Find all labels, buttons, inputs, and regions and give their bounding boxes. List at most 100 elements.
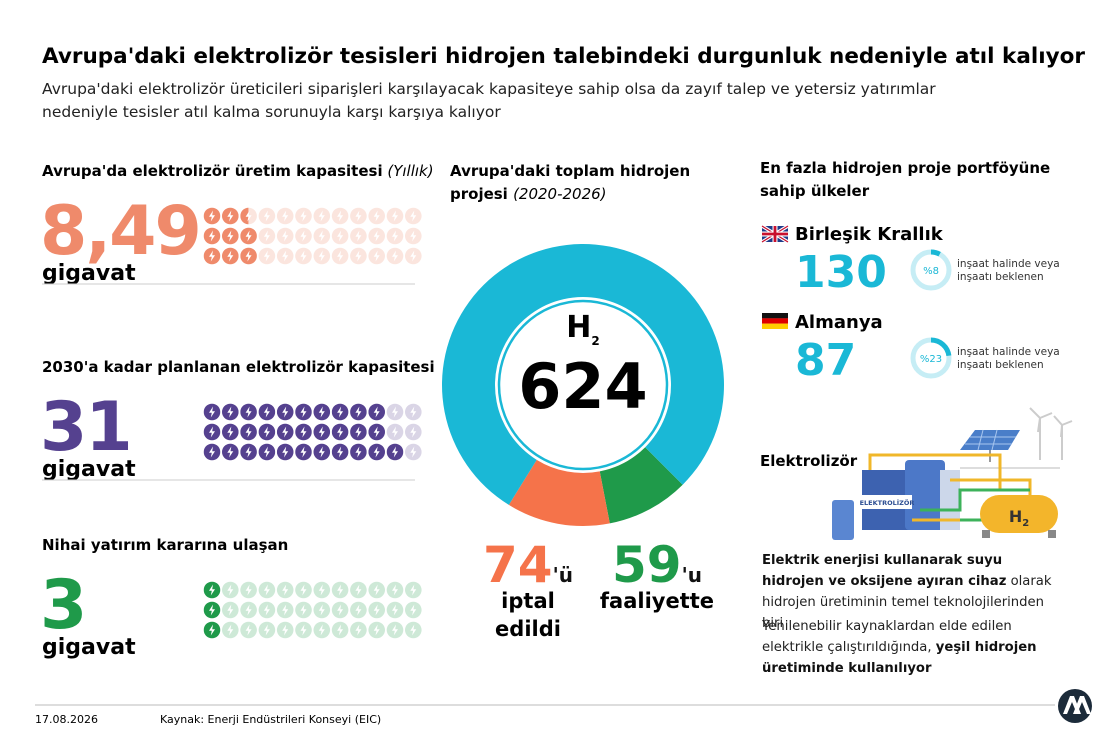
icon-bolt: [245, 230, 252, 242]
icon-bolt: [227, 250, 234, 262]
cancelled-value: 74'ü: [483, 536, 573, 594]
icon-bolt: [300, 624, 307, 636]
icon-bolt: [300, 604, 307, 616]
h2-subscript: 2: [1022, 518, 1029, 529]
icon-bolt: [373, 230, 380, 242]
icon-bolt: [337, 250, 344, 262]
icon-bolt: [355, 584, 362, 596]
donut-rest: [442, 243, 724, 505]
icon-bolt: [410, 406, 417, 418]
icon-bolt: [410, 210, 417, 222]
icon-bolt: [392, 250, 398, 262]
share-note: inşaatı beklenen: [957, 359, 1044, 371]
uk-flag: [761, 224, 789, 244]
tank-label: ELEKTROLİZÖR: [860, 498, 915, 507]
icon-bolt: [300, 584, 307, 596]
icon-bolt: [263, 584, 270, 596]
cancelled-label: edildi: [495, 617, 561, 641]
icon-bolt: [209, 584, 215, 596]
icon-bolt: [263, 230, 270, 242]
icon-bolt: [373, 604, 380, 616]
paragraph-part: yeşil hidrojen üretiminde kullanılıyor: [762, 640, 1037, 676]
icon-bolt: [318, 604, 325, 616]
icon-bolt: [373, 624, 380, 636]
germany-flag: [762, 313, 788, 329]
big-value: 8,49: [40, 192, 200, 271]
h-sub: 2: [591, 334, 599, 348]
icon-fill: [240, 207, 249, 225]
projects-title: projesi (2020-2026): [450, 185, 607, 203]
icon-bolt: [209, 624, 215, 636]
icon-bolt: [337, 604, 344, 616]
icon-bolt: [318, 230, 325, 242]
icon-bolt: [355, 210, 362, 222]
icon-bolt: [209, 426, 215, 438]
h2: H2: [566, 310, 599, 348]
countries-title: En fazla hidrojen proje portföyüne: [760, 159, 1050, 177]
icon-bolt: [318, 624, 325, 636]
country-projects: 87: [795, 335, 856, 386]
icon-bolt: [392, 210, 398, 222]
icon-bolt: [392, 446, 398, 458]
icon-bolt: [209, 210, 215, 222]
donut-active: [599, 447, 683, 524]
icon-bolt: [209, 446, 215, 458]
active-value: 59'u: [612, 536, 702, 594]
icon-bolt: [392, 624, 398, 636]
icon-bolt: [245, 446, 252, 458]
icon-bolt: [392, 230, 398, 242]
section-label: Nihai yatırım kararına ulaşan: [42, 536, 288, 554]
label-text: Avrupa'da elektrolizör üretim kapasitesi: [42, 162, 383, 180]
icon-bolt: [300, 230, 307, 242]
icon-bolt: [300, 446, 307, 458]
total: 624: [518, 350, 647, 423]
icon-bolt: [227, 446, 234, 458]
icon-bolt: [392, 426, 398, 438]
icon-bolt: [245, 426, 252, 438]
icon-bolt: [209, 604, 215, 616]
icon-bolt: [337, 210, 344, 222]
paragraph: Elektrik enerjisi kullanarak suyu hidroj…: [762, 550, 1062, 634]
icon-bolt: [318, 426, 325, 438]
countries-title: sahip ülkeler: [760, 182, 870, 200]
icon-bolt: [263, 446, 270, 458]
period: (2020-2026): [513, 185, 606, 203]
icon-bolt: [337, 406, 344, 418]
icon-bolt: [263, 604, 270, 616]
title: Avrupa'daki elektrolizör tesisleri hidro…: [42, 44, 1085, 69]
paragraph-part: Elektrik enerjisi kullanarak suyu hidroj…: [762, 553, 1007, 589]
share-note: inşaat halinde veya: [957, 346, 1060, 358]
icon-bolt: [318, 250, 325, 262]
icon-bolt: [392, 406, 398, 418]
label-text: 2030'a kadar planlanan elektrolizör kapa…: [42, 358, 435, 376]
icon-bolt: [373, 250, 380, 262]
icon-bolt: [245, 604, 252, 616]
icon-bolt: [263, 250, 270, 262]
icon-bolt: [373, 210, 380, 222]
icon-bolt: [209, 250, 215, 262]
icon-bolt: [337, 426, 344, 438]
icon-bolt: [355, 230, 362, 242]
label-text: Nihai yatırım kararına ulaşan: [42, 536, 288, 554]
icon-bolt: [410, 624, 417, 636]
aa-logo: [1058, 689, 1092, 723]
unit: gigavat: [42, 261, 136, 286]
number: 59: [612, 536, 682, 594]
icon-bolt: [282, 230, 289, 242]
icon-bolt: [318, 446, 325, 458]
icon-bolt: [392, 584, 398, 596]
icon-bolt: [355, 446, 362, 458]
date: 17.08.2026: [35, 713, 98, 726]
donut-cancelled: [508, 459, 610, 526]
icon-bolt: [209, 230, 215, 242]
country-name: Almanya: [795, 312, 883, 333]
country-name: Birleşik Krallık: [795, 224, 944, 245]
projects-title: Avrupa'daki toplam hidrojen: [450, 162, 690, 180]
icon-bolt: [337, 230, 344, 242]
icon-bolt: [318, 406, 325, 418]
suffix: 'u: [682, 563, 702, 587]
icon-grid: [203, 403, 422, 461]
icon-bolt: [209, 406, 215, 418]
unit: gigavat: [42, 457, 136, 482]
